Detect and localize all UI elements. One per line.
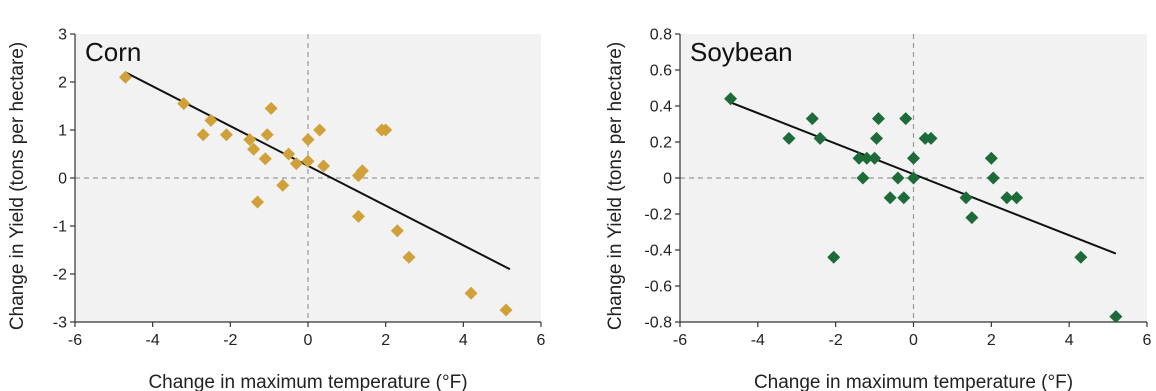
- corn-data-point: [390, 224, 404, 238]
- corn-y-tick-label: -2: [53, 267, 67, 284]
- soybean-panel: -6 -4 -2 0 2 4 6 0.8 0.6 0.4 0.2 0 -0.2 -0.4 -0.6 -0.8 C…: [605, 27, 1152, 391]
- soybean-data-point: [891, 171, 905, 185]
- soybean-y-tick-label: -0.8: [644, 315, 672, 332]
- corn-data-point: [282, 147, 296, 161]
- corn-data-point: [264, 101, 278, 115]
- corn-panel-title: Corn: [85, 37, 141, 67]
- soybean-data-point: [724, 92, 738, 106]
- soybean-data-point: [1010, 191, 1024, 205]
- soybean-y-tick-label: -0.6: [644, 279, 672, 296]
- corn-data-point: [402, 250, 416, 264]
- corn-data-point: [301, 154, 315, 168]
- soybean-trend-line: [730, 101, 1117, 255]
- soybean-data-point: [1074, 250, 1088, 264]
- corn-x-tick-label: -4: [146, 332, 160, 349]
- corn-data-point: [251, 195, 265, 209]
- corn-y-tick-label: -1: [53, 219, 67, 236]
- corn-data-point: [118, 70, 132, 84]
- soybean-data-point: [805, 112, 819, 126]
- soybean-y-tick-label: -0.4: [644, 243, 672, 260]
- corn-data-point: [247, 142, 261, 156]
- corn-data-point: [260, 128, 274, 142]
- soybean-data-point: [883, 191, 897, 205]
- soybean-x-tick-label: 0: [909, 332, 918, 349]
- corn-y-tick-label: 1: [58, 123, 67, 140]
- corn-data-point: [219, 128, 233, 142]
- corn-y-tick-label: -3: [53, 315, 67, 332]
- soybean-data-point: [959, 191, 973, 205]
- soybean-y-axis-title: Change in Yield (tons per hectare): [605, 42, 626, 330]
- corn-panel: -6 -4 -2 0 2 4 6 3 2 1 0 -1 -2 -3 Change in maximum te…: [7, 27, 546, 391]
- soybean-y-tick-label: 0: [663, 171, 672, 188]
- soybean-data-point: [856, 171, 870, 185]
- soybean-data-point: [907, 171, 920, 185]
- corn-data-point: [464, 286, 478, 300]
- soybean-data-point: [813, 131, 827, 145]
- soybean-data-point: [871, 112, 885, 126]
- corn-data-point: [243, 133, 257, 147]
- soybean-data-point: [897, 191, 911, 205]
- soybean-data-point: [907, 151, 920, 165]
- corn-y-axis-title: Change in Yield (tons per hectare): [7, 42, 28, 330]
- soybean-data-point: [868, 151, 882, 165]
- corn-y-tick-label: 0: [58, 171, 67, 188]
- corn-data-point: [301, 133, 315, 147]
- corn-data-point: [317, 159, 331, 173]
- corn-x-tick-label: -6: [68, 332, 82, 349]
- corn-data-point: [177, 97, 191, 111]
- soybean-y-tick-label: 0.2: [650, 135, 672, 152]
- soybean-x-tick-label: -6: [673, 332, 687, 349]
- corn-x-tick-label: -2: [223, 332, 237, 349]
- corn-data-point: [313, 123, 327, 137]
- soybean-data-point: [827, 250, 841, 264]
- corn-trend-line: [125, 71, 511, 271]
- corn-data-point: [351, 209, 365, 223]
- corn-data-point: [258, 152, 272, 166]
- soybean-data-point: [870, 131, 884, 145]
- corn-y-tick-label: 2: [58, 75, 67, 92]
- corn-data-point: [379, 123, 393, 137]
- corn-x-tick-label: 2: [381, 332, 390, 349]
- corn-x-axis-title: Change in maximum temperature (°F): [148, 372, 467, 391]
- soybean-data-point: [924, 131, 938, 145]
- soybean-y-tick-label: -0.2: [644, 207, 672, 224]
- soybean-y-tick-label: 0.6: [650, 63, 672, 80]
- soybean-data-point: [782, 131, 796, 145]
- corn-data-point: [204, 113, 218, 127]
- soybean-x-tick-label: 6: [1143, 332, 1152, 349]
- corn-data-point: [289, 157, 303, 171]
- soybean-data-point: [1109, 310, 1123, 324]
- corn-data-point: [196, 128, 210, 142]
- soybean-x-axis-title: Change in maximum temperature (°F): [754, 372, 1073, 391]
- soybean-y-tick-label: 0.4: [650, 99, 672, 116]
- soybean-x-tick-label: -4: [751, 332, 765, 349]
- corn-data-point: [355, 164, 369, 178]
- corn-y-tick-label: 3: [58, 27, 67, 44]
- soybean-data-point: [852, 151, 866, 165]
- soybean-data-point: [1000, 191, 1014, 205]
- soybean-panel-title: Soybean: [690, 37, 793, 67]
- soybean-data-point: [860, 151, 874, 165]
- corn-x-tick-label: 4: [459, 332, 468, 349]
- soybean-data-point: [986, 171, 1000, 185]
- soybean-y-tick-label: 0.8: [650, 27, 672, 44]
- soybean-data-point: [899, 112, 913, 126]
- soybean-x-tick-label: 2: [987, 332, 996, 349]
- corn-x-tick-label: 6: [537, 332, 546, 349]
- soybean-x-tick-label: 4: [1065, 332, 1074, 349]
- corn-data-point: [276, 178, 290, 192]
- soybean-data-point: [965, 211, 979, 225]
- corn-data-point: [499, 303, 513, 317]
- corn-x-tick-label: 0: [304, 332, 313, 349]
- soybean-x-tick-label: -2: [829, 332, 843, 349]
- soybean-data-point: [984, 151, 998, 165]
